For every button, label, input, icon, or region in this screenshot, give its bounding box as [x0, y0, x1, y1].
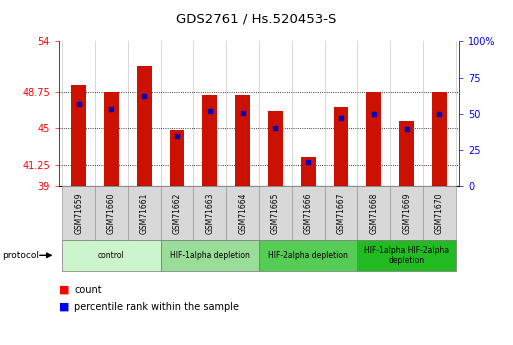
Bar — [161, 186, 193, 240]
Bar — [358, 186, 390, 240]
Text: GSM71670: GSM71670 — [435, 192, 444, 234]
Text: GSM71664: GSM71664 — [238, 192, 247, 234]
Bar — [170, 130, 185, 186]
Bar — [137, 66, 152, 186]
Bar — [235, 95, 250, 186]
Bar — [193, 186, 226, 240]
Bar — [226, 186, 259, 240]
Text: ■: ■ — [59, 285, 69, 295]
Bar — [62, 240, 161, 271]
Text: count: count — [74, 285, 102, 295]
Bar — [432, 92, 447, 186]
Bar — [423, 186, 456, 240]
Bar — [358, 240, 456, 271]
Text: control: control — [98, 251, 125, 260]
Bar — [366, 92, 381, 186]
Text: GSM71668: GSM71668 — [369, 193, 379, 234]
Text: HIF-1alpha depletion: HIF-1alpha depletion — [170, 251, 250, 260]
Text: percentile rank within the sample: percentile rank within the sample — [74, 302, 240, 312]
Bar — [95, 186, 128, 240]
Text: GSM71665: GSM71665 — [271, 192, 280, 234]
Bar — [333, 107, 348, 186]
Text: ■: ■ — [59, 302, 69, 312]
Bar — [292, 186, 325, 240]
Text: protocol: protocol — [3, 251, 40, 260]
Bar — [325, 186, 358, 240]
Bar — [71, 85, 86, 186]
Bar — [62, 186, 95, 240]
Bar — [104, 92, 119, 186]
Bar — [203, 95, 217, 186]
Text: HIF-1alpha HIF-2alpha
depletion: HIF-1alpha HIF-2alpha depletion — [364, 246, 449, 265]
Bar — [259, 240, 358, 271]
Text: GSM71660: GSM71660 — [107, 192, 116, 234]
Text: GSM71659: GSM71659 — [74, 192, 83, 234]
Text: GSM71663: GSM71663 — [205, 192, 214, 234]
Bar — [268, 111, 283, 186]
Bar — [128, 186, 161, 240]
Text: HIF-2alpha depletion: HIF-2alpha depletion — [268, 251, 348, 260]
Text: GSM71667: GSM71667 — [337, 192, 346, 234]
Bar — [301, 157, 315, 186]
Bar — [390, 186, 423, 240]
Bar — [399, 121, 414, 186]
Text: GSM71666: GSM71666 — [304, 192, 313, 234]
Text: GSM71669: GSM71669 — [402, 192, 411, 234]
Text: GSM71661: GSM71661 — [140, 193, 149, 234]
Bar — [259, 186, 292, 240]
Text: GSM71662: GSM71662 — [172, 193, 182, 234]
Bar — [161, 240, 259, 271]
Text: GDS2761 / Hs.520453-S: GDS2761 / Hs.520453-S — [176, 12, 337, 25]
